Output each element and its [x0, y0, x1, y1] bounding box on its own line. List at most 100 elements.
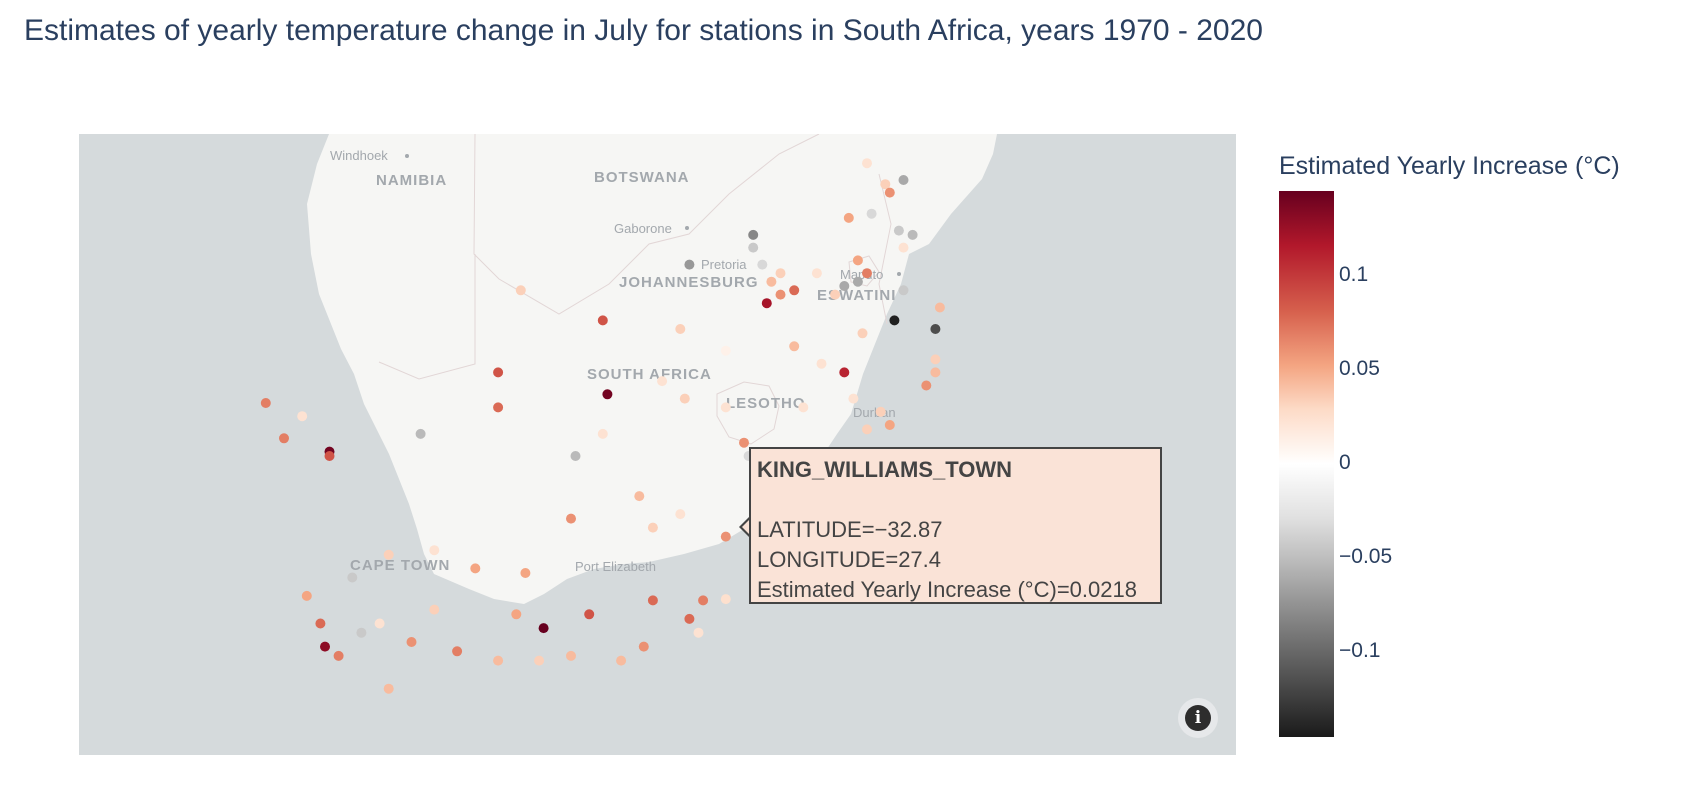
- station-marker-23[interactable]: [898, 285, 909, 296]
- station-marker-32[interactable]: [839, 367, 850, 378]
- station-marker-12[interactable]: [684, 259, 695, 270]
- station-marker-19[interactable]: [830, 289, 841, 300]
- station-marker-46[interactable]: [602, 389, 613, 400]
- station-marker-42[interactable]: [675, 324, 686, 334]
- station-marker-17[interactable]: [775, 289, 786, 300]
- station-marker-2[interactable]: [884, 187, 895, 198]
- station-marker-55[interactable]: [415, 428, 426, 439]
- border-namibia-botswana: [473, 134, 820, 315]
- station-marker-57[interactable]: [597, 428, 608, 439]
- station-marker-28[interactable]: [857, 328, 868, 339]
- station-marker-5[interactable]: [866, 208, 877, 219]
- station-marker-31[interactable]: [930, 367, 941, 378]
- station-marker-34[interactable]: [875, 406, 886, 417]
- station-marker-70[interactable]: [684, 613, 695, 624]
- station-marker-92[interactable]: [638, 641, 649, 652]
- station-marker-15[interactable]: [766, 276, 777, 287]
- station-marker-30[interactable]: [921, 380, 932, 391]
- station-marker-90[interactable]: [534, 655, 545, 666]
- station-marker-35[interactable]: [884, 420, 895, 430]
- station-marker-40[interactable]: [597, 315, 608, 326]
- station-marker-36[interactable]: [862, 424, 872, 435]
- station-marker-69[interactable]: [647, 595, 658, 606]
- station-marker-56[interactable]: [570, 451, 581, 461]
- station-marker-87[interactable]: [429, 604, 440, 615]
- station-marker-60[interactable]: [634, 491, 645, 502]
- station-marker-1[interactable]: [880, 179, 891, 190]
- station-marker-14[interactable]: [775, 268, 786, 279]
- chart-title: Estimates of yearly temperature change i…: [24, 14, 1263, 47]
- station-marker-94[interactable]: [383, 683, 394, 694]
- map-canvas[interactable]: NAMIBIA BOTSWANA SOUTH AFRICA LESOTHO ES…: [79, 134, 1236, 755]
- station-marker-4[interactable]: [843, 212, 854, 223]
- station-marker-25[interactable]: [889, 315, 900, 326]
- station-marker-27[interactable]: [934, 302, 945, 313]
- station-marker-22[interactable]: [839, 281, 850, 291]
- land-layer: [307, 134, 997, 604]
- station-marker-76[interactable]: [520, 568, 531, 578]
- station-marker-38[interactable]: [816, 358, 827, 369]
- station-marker-83[interactable]: [333, 650, 344, 661]
- station-marker-44[interactable]: [493, 367, 504, 378]
- station-marker-47[interactable]: [679, 393, 690, 404]
- station-marker-33[interactable]: [848, 393, 859, 404]
- station-marker-21[interactable]: [862, 268, 872, 279]
- station-marker-49[interactable]: [720, 402, 731, 413]
- station-marker-11[interactable]: [748, 242, 759, 253]
- station-marker-86[interactable]: [406, 637, 417, 647]
- station-marker-95[interactable]: [675, 509, 686, 520]
- station-marker-41[interactable]: [515, 285, 526, 296]
- station-marker-51[interactable]: [297, 411, 308, 422]
- station-marker-24[interactable]: [852, 276, 863, 287]
- station-marker-9[interactable]: [811, 268, 822, 279]
- station-marker-16[interactable]: [789, 285, 800, 296]
- station-marker-0[interactable]: [898, 175, 909, 185]
- station-marker-50[interactable]: [260, 398, 271, 408]
- station-marker-85[interactable]: [374, 618, 385, 629]
- country-label-namibia: NAMIBIA: [376, 172, 447, 189]
- station-marker-63[interactable]: [720, 531, 731, 542]
- station-marker-67[interactable]: [720, 594, 731, 605]
- station-marker-82[interactable]: [320, 641, 330, 652]
- station-marker-39[interactable]: [789, 341, 800, 352]
- station-marker-93[interactable]: [616, 655, 627, 666]
- map-svg[interactable]: NAMIBIA BOTSWANA SOUTH AFRICA LESOTHO ES…: [79, 134, 1236, 755]
- station-marker-52[interactable]: [279, 433, 289, 444]
- attribution-button[interactable]: i: [1178, 698, 1218, 738]
- station-marker-89[interactable]: [493, 655, 504, 666]
- station-marker-91[interactable]: [566, 650, 576, 661]
- station-marker-80[interactable]: [301, 590, 312, 601]
- station-marker-18[interactable]: [761, 298, 772, 309]
- station-marker-54[interactable]: [324, 451, 335, 461]
- station-marker-62[interactable]: [647, 522, 658, 533]
- station-marker-3[interactable]: [862, 158, 872, 169]
- info-icon: i: [1185, 705, 1211, 731]
- station-marker-6[interactable]: [893, 225, 904, 236]
- station-marker-37[interactable]: [798, 402, 809, 413]
- station-marker-10[interactable]: [748, 229, 759, 240]
- station-marker-45[interactable]: [493, 402, 504, 413]
- station-marker-43[interactable]: [720, 345, 731, 356]
- station-marker-79[interactable]: [347, 572, 358, 583]
- station-marker-72[interactable]: [584, 609, 595, 620]
- station-marker-58[interactable]: [739, 437, 749, 448]
- station-marker-13[interactable]: [757, 259, 768, 270]
- station-marker-8[interactable]: [898, 242, 909, 253]
- station-marker-88[interactable]: [452, 646, 463, 657]
- station-marker-29[interactable]: [930, 354, 941, 365]
- station-marker-20[interactable]: [852, 255, 863, 266]
- station-marker-68[interactable]: [698, 595, 709, 606]
- station-marker-78[interactable]: [383, 549, 394, 560]
- station-marker-73[interactable]: [538, 623, 549, 634]
- station-marker-7[interactable]: [907, 229, 918, 240]
- station-marker-71[interactable]: [693, 627, 704, 638]
- station-marker-84[interactable]: [356, 627, 367, 638]
- station-marker-61[interactable]: [566, 513, 576, 524]
- station-marker-26[interactable]: [930, 324, 941, 334]
- station-marker-74[interactable]: [511, 609, 522, 620]
- station-marker-81[interactable]: [315, 618, 326, 629]
- station-marker-75[interactable]: [470, 563, 481, 574]
- station-marker-77[interactable]: [429, 545, 440, 556]
- station-marker-48[interactable]: [657, 376, 668, 387]
- city-label-johannesburg: JOHANNESBURG: [619, 274, 759, 291]
